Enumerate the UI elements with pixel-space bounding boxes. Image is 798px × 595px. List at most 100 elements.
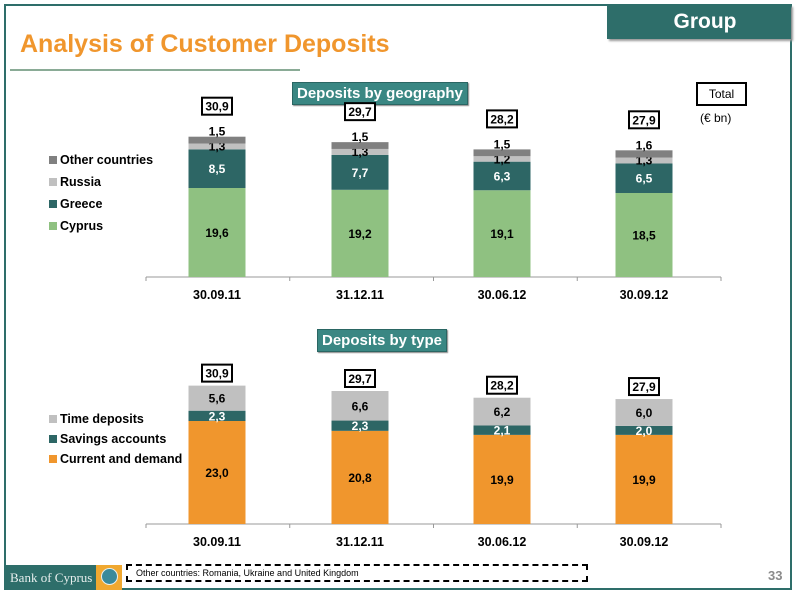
bar-segment-savings-accounts [331, 420, 389, 431]
legend-type: Time deposits Savings accounts Current and… [49, 409, 182, 469]
legend-swatch [49, 415, 57, 423]
legend-swatch [49, 435, 57, 443]
data-label: 19,6 [205, 226, 229, 240]
data-label: 20,8 [348, 471, 372, 485]
total-box [628, 377, 660, 397]
bar-segment-other-countries [188, 136, 246, 144]
x-tick-label: 30.09.11 [193, 288, 241, 302]
data-label: 23,0 [205, 466, 229, 480]
total-box [201, 363, 233, 383]
slide-frame [4, 4, 792, 590]
x-tick-label: 31.12.11 [336, 288, 384, 302]
logo-text: Bank of Cyprus [10, 570, 93, 585]
legend-swatch [49, 156, 57, 164]
total-label: 29,7 [348, 372, 372, 386]
legend-swatch [49, 200, 57, 208]
data-label: 6,0 [636, 406, 653, 420]
bar-segment-other-countries [331, 142, 389, 149]
data-label: 6,5 [636, 172, 653, 186]
legend-item: Time deposits [49, 409, 182, 429]
legend-swatch [49, 222, 57, 230]
total-label: 28,2 [490, 112, 514, 126]
legend-item: Greece [49, 193, 153, 215]
bar-segment-current-and-demand [331, 430, 389, 524]
logo-badge [96, 565, 122, 590]
unit-label: (€ bn) [700, 111, 732, 125]
data-label: 18,5 [632, 228, 656, 242]
x-tick-label: 31.12.11 [336, 535, 384, 549]
bar-segment-time-deposits [473, 397, 531, 426]
data-label: 1,5 [494, 137, 511, 151]
data-label: 6,6 [352, 399, 369, 413]
data-label: 8,5 [209, 162, 226, 176]
chart-0-plot: 19,68,51,31,530,930.09.1119,27,71,31,529… [145, 96, 722, 302]
data-label: 19,9 [490, 473, 514, 487]
bar-segment-cyprus [188, 188, 246, 277]
data-label: 7,7 [352, 166, 369, 180]
legend-item: Cyprus [49, 215, 153, 237]
total-box [344, 368, 376, 388]
total-legend-box: Total [696, 82, 747, 106]
bar-segment-russia [331, 148, 389, 155]
total-label: 28,2 [490, 379, 514, 393]
page-title: Analysis of Customer Deposits [20, 30, 390, 58]
total-label: 30,9 [205, 367, 229, 381]
bar-segment-russia [188, 143, 246, 150]
data-label: 6,2 [494, 405, 511, 419]
bar-segment-greece [331, 154, 389, 190]
total-label: 27,9 [632, 380, 656, 394]
x-tick-label: 30.09.12 [620, 535, 669, 549]
chart-1-plot: 23,0 2,3 5,6 30,9 30.09.11 20,8 2,3 6,6 29,7 31.1… [145, 363, 722, 549]
data-label: 2,3 [352, 419, 369, 433]
total-label: 27,9 [632, 113, 656, 127]
bar-segment-current-and-demand [188, 421, 246, 524]
bar-segment-greece [615, 163, 673, 193]
bar-segment-current-and-demand [615, 434, 673, 524]
page-number: 33 [768, 568, 783, 583]
total-box [344, 102, 376, 122]
legend-label: Current and demand [60, 452, 183, 466]
bar-segment-savings-accounts [615, 425, 673, 435]
total-box [486, 109, 518, 129]
x-tick-label: 30.09.11 [193, 535, 241, 549]
legend-label: Savings accounts [60, 432, 167, 446]
bar-segment-time-deposits [188, 385, 246, 411]
legend-geography: Other countries Russia Greece Cyprus [49, 149, 153, 237]
data-label: 2,0 [636, 424, 653, 438]
data-label: 19,1 [490, 227, 514, 241]
bank-logo: Bank of Cyprus [6, 565, 122, 590]
legend-label: Cyprus [60, 219, 104, 233]
bar-segment-savings-accounts [473, 425, 531, 435]
bar-segment-other-countries [473, 149, 531, 157]
group-tab: Group [607, 5, 791, 39]
bar-segment-savings-accounts [188, 410, 246, 421]
data-label: 6,3 [494, 169, 511, 183]
legend-label: Greece [60, 197, 103, 211]
x-tick-label: 30.06.12 [478, 535, 527, 549]
legend-item: Other countries [49, 149, 153, 171]
legend-item: Current and demand [49, 449, 182, 469]
data-label: 5,6 [209, 392, 226, 406]
bar-segment-cyprus [615, 192, 673, 277]
legend-swatch [49, 178, 57, 186]
data-label: 1,5 [209, 125, 226, 139]
bar-segment-current-and-demand [473, 434, 531, 524]
bar-segment-russia [473, 156, 531, 162]
legend-label: Russia [60, 175, 101, 189]
bar-segment-cyprus [473, 190, 531, 277]
chart-title-type: Deposits by type [317, 329, 448, 352]
data-label: 19,9 [632, 473, 656, 487]
footnote: Other countries: Romania, Ukraine and Un… [126, 564, 588, 582]
bar-segment-cyprus [331, 189, 389, 277]
title-underline [10, 69, 300, 71]
data-label: 2,1 [494, 424, 511, 438]
bar-segment-russia [615, 157, 673, 164]
data-label: 2,3 [209, 409, 226, 423]
total-label: 29,7 [348, 105, 372, 119]
legend-label: Other countries [60, 153, 154, 167]
chart-title-geography: Deposits by geography [292, 82, 468, 105]
logo-emblem-icon [101, 568, 118, 585]
legend-swatch [49, 455, 57, 463]
bar-segment-greece [473, 161, 531, 191]
